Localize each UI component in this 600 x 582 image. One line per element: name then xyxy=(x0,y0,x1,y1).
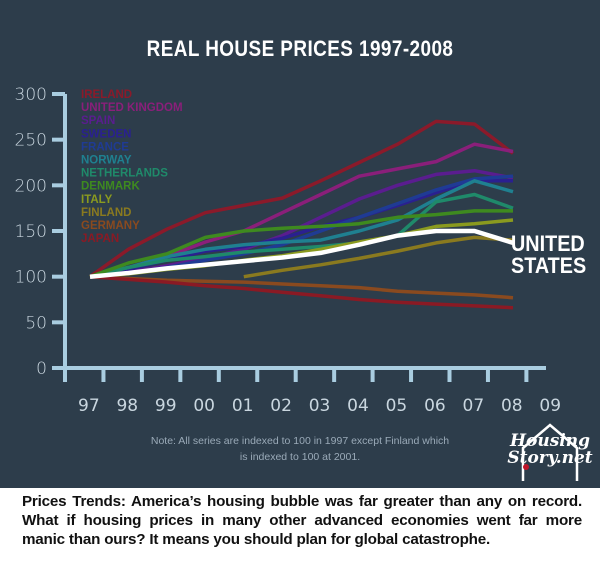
x-tick-label: 02 xyxy=(270,396,292,416)
legend-item: GERMANY xyxy=(81,220,140,232)
y-tick-label: 200 xyxy=(15,176,47,196)
y-tick-label: 50 xyxy=(25,313,47,333)
series-line-norway xyxy=(89,179,514,279)
x-tick-label: 09 xyxy=(539,396,561,416)
chart-panel: REAL HOUSE PRICES 1997-2008 xyxy=(0,0,600,488)
logo-line2: Story.net xyxy=(507,448,593,468)
legend-item: NETHERLANDS xyxy=(81,168,168,180)
x-tick-label: 04 xyxy=(347,396,369,416)
x-tick-label: 05 xyxy=(386,396,408,416)
legend-item: FINLAND xyxy=(81,207,131,219)
y-tick-label: 250 xyxy=(15,131,47,151)
housingstory-logo: Housing Story.net xyxy=(505,423,595,483)
logo-text: Housing Story.net xyxy=(505,433,595,467)
series-line-netherlands xyxy=(89,192,514,279)
caption: Prices Trends: America’s housing bubble … xyxy=(22,493,582,548)
logo-line1: Housing xyxy=(509,431,591,451)
legend-item: SWEDEN xyxy=(81,128,131,140)
x-tick-label: 98 xyxy=(116,396,138,416)
united-states-label: UNITED STATES xyxy=(511,233,586,277)
legend-item: DENMARK xyxy=(81,181,140,193)
legend-item: UNITED KINGDOM xyxy=(81,102,183,114)
series-line-finland xyxy=(243,235,514,279)
legend-item: ITALY xyxy=(81,194,113,206)
y-tick-label: 0 xyxy=(36,359,47,379)
series-line-ireland xyxy=(88,119,515,279)
y-tick-label: 300 xyxy=(15,85,47,105)
series-line-united-states xyxy=(89,228,514,279)
house-outline-icon xyxy=(521,423,579,481)
legend-item: FRANCE xyxy=(81,141,129,153)
series-lines xyxy=(88,119,515,310)
legend-item: JAPAN xyxy=(81,233,119,245)
axes: 0 50 100 150 200 250 300 97 98 99 00 01 02 03 04 05 06 07… xyxy=(15,85,562,416)
x-tick-label: 06 xyxy=(424,396,446,416)
x-tick-label: 07 xyxy=(463,396,485,416)
chart-svg: 0 50 100 150 200 250 300 97 98 99 00 01 02 03 04 05 06 07… xyxy=(15,85,562,416)
x-tick-label: 08 xyxy=(501,396,523,416)
series-line-denmark xyxy=(89,209,513,279)
legend-item: SPAIN xyxy=(81,115,115,127)
x-tick-label: 00 xyxy=(193,396,215,416)
y-tick-label: 100 xyxy=(15,268,47,288)
x-tick-label: 01 xyxy=(232,396,254,416)
x-tick-label: 03 xyxy=(309,396,331,416)
us-label-line1: UNITED xyxy=(511,231,585,256)
us-label-line2: STATES xyxy=(511,253,587,278)
chart-note: Note: All series are indexed to 100 in 1… xyxy=(150,435,450,463)
x-tick-label: 99 xyxy=(155,396,177,416)
series-line-japan xyxy=(89,274,514,310)
x-tick-label: 97 xyxy=(78,396,100,416)
legend-item: NORWAY xyxy=(81,155,132,167)
y-tick-label: 150 xyxy=(15,222,47,242)
chart-title: REAL HOUSE PRICES 1997-2008 xyxy=(146,36,454,61)
legend-item: IRELAND xyxy=(81,89,132,101)
